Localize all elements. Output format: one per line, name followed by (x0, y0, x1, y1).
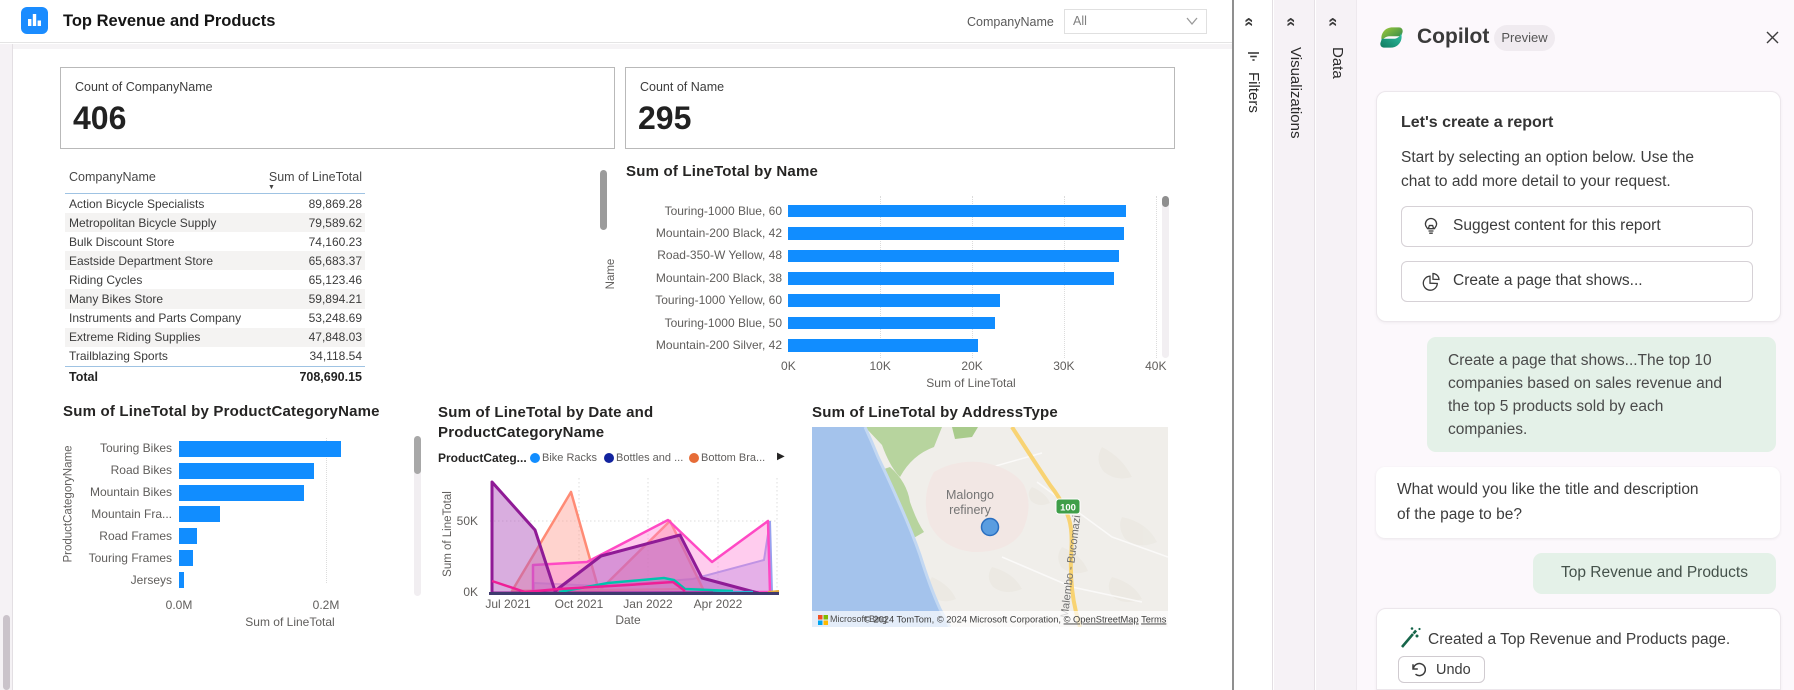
svg-text:refinery: refinery (949, 503, 991, 517)
svg-text:100: 100 (1060, 503, 1076, 514)
svg-text:© 2024 TomTom, © 2024 Microsof: © 2024 TomTom, © 2024 Microsoft Corporat… (864, 615, 1167, 625)
svg-text:Malongo: Malongo (946, 488, 994, 502)
svg-text:Microsoft Bing: Microsoft Bing (830, 614, 887, 624)
